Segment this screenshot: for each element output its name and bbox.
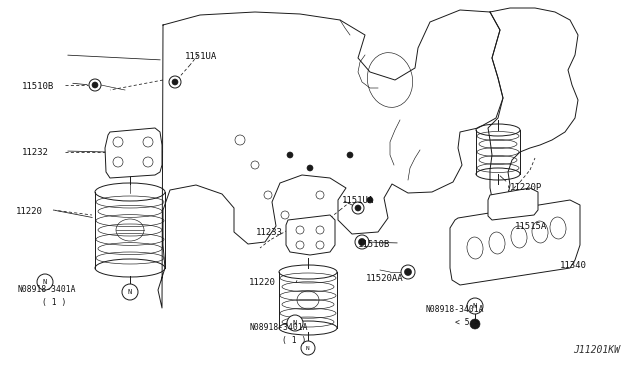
Circle shape xyxy=(355,205,361,211)
Polygon shape xyxy=(286,215,335,255)
Text: ( 1 ): ( 1 ) xyxy=(282,336,307,345)
Polygon shape xyxy=(105,128,162,178)
Text: N08918-3401A: N08918-3401A xyxy=(425,305,483,314)
Circle shape xyxy=(355,235,369,249)
Circle shape xyxy=(307,165,313,171)
Text: 1151UA: 1151UA xyxy=(185,52,217,61)
Circle shape xyxy=(347,152,353,158)
Text: 11233: 11233 xyxy=(256,228,283,237)
Circle shape xyxy=(122,284,138,300)
Polygon shape xyxy=(488,188,538,220)
Text: 11340: 11340 xyxy=(560,261,587,270)
Circle shape xyxy=(470,319,480,329)
Text: 11510B: 11510B xyxy=(358,240,390,249)
Text: N: N xyxy=(43,279,47,285)
Text: < 5 >: < 5 > xyxy=(455,318,479,327)
Circle shape xyxy=(287,152,293,158)
Circle shape xyxy=(301,341,315,355)
Circle shape xyxy=(92,82,98,88)
Circle shape xyxy=(169,76,181,88)
Text: N: N xyxy=(306,346,310,350)
Circle shape xyxy=(172,79,178,85)
Text: J11201KW: J11201KW xyxy=(573,345,620,355)
Text: N08918-3401A: N08918-3401A xyxy=(18,285,77,294)
Circle shape xyxy=(37,274,53,290)
Circle shape xyxy=(404,269,412,276)
Text: 11220P: 11220P xyxy=(510,183,542,192)
Polygon shape xyxy=(450,200,580,285)
Text: 11515A: 11515A xyxy=(515,222,547,231)
Text: 11510B: 11510B xyxy=(22,82,54,91)
Text: 11220: 11220 xyxy=(16,207,43,216)
Text: N: N xyxy=(473,303,477,309)
Text: N: N xyxy=(293,320,297,326)
Circle shape xyxy=(401,265,415,279)
Text: N: N xyxy=(128,289,132,295)
Circle shape xyxy=(358,238,365,246)
Text: 11520AA: 11520AA xyxy=(366,274,404,283)
Circle shape xyxy=(467,298,483,314)
Text: N08918-3401A: N08918-3401A xyxy=(250,323,308,332)
Circle shape xyxy=(367,197,373,203)
Text: 1151UA: 1151UA xyxy=(342,196,374,205)
Circle shape xyxy=(287,315,303,331)
Circle shape xyxy=(352,202,364,214)
Text: ( 1 ): ( 1 ) xyxy=(42,298,67,307)
Text: 11232: 11232 xyxy=(22,148,49,157)
Circle shape xyxy=(89,79,101,91)
Text: 11220: 11220 xyxy=(249,278,276,287)
